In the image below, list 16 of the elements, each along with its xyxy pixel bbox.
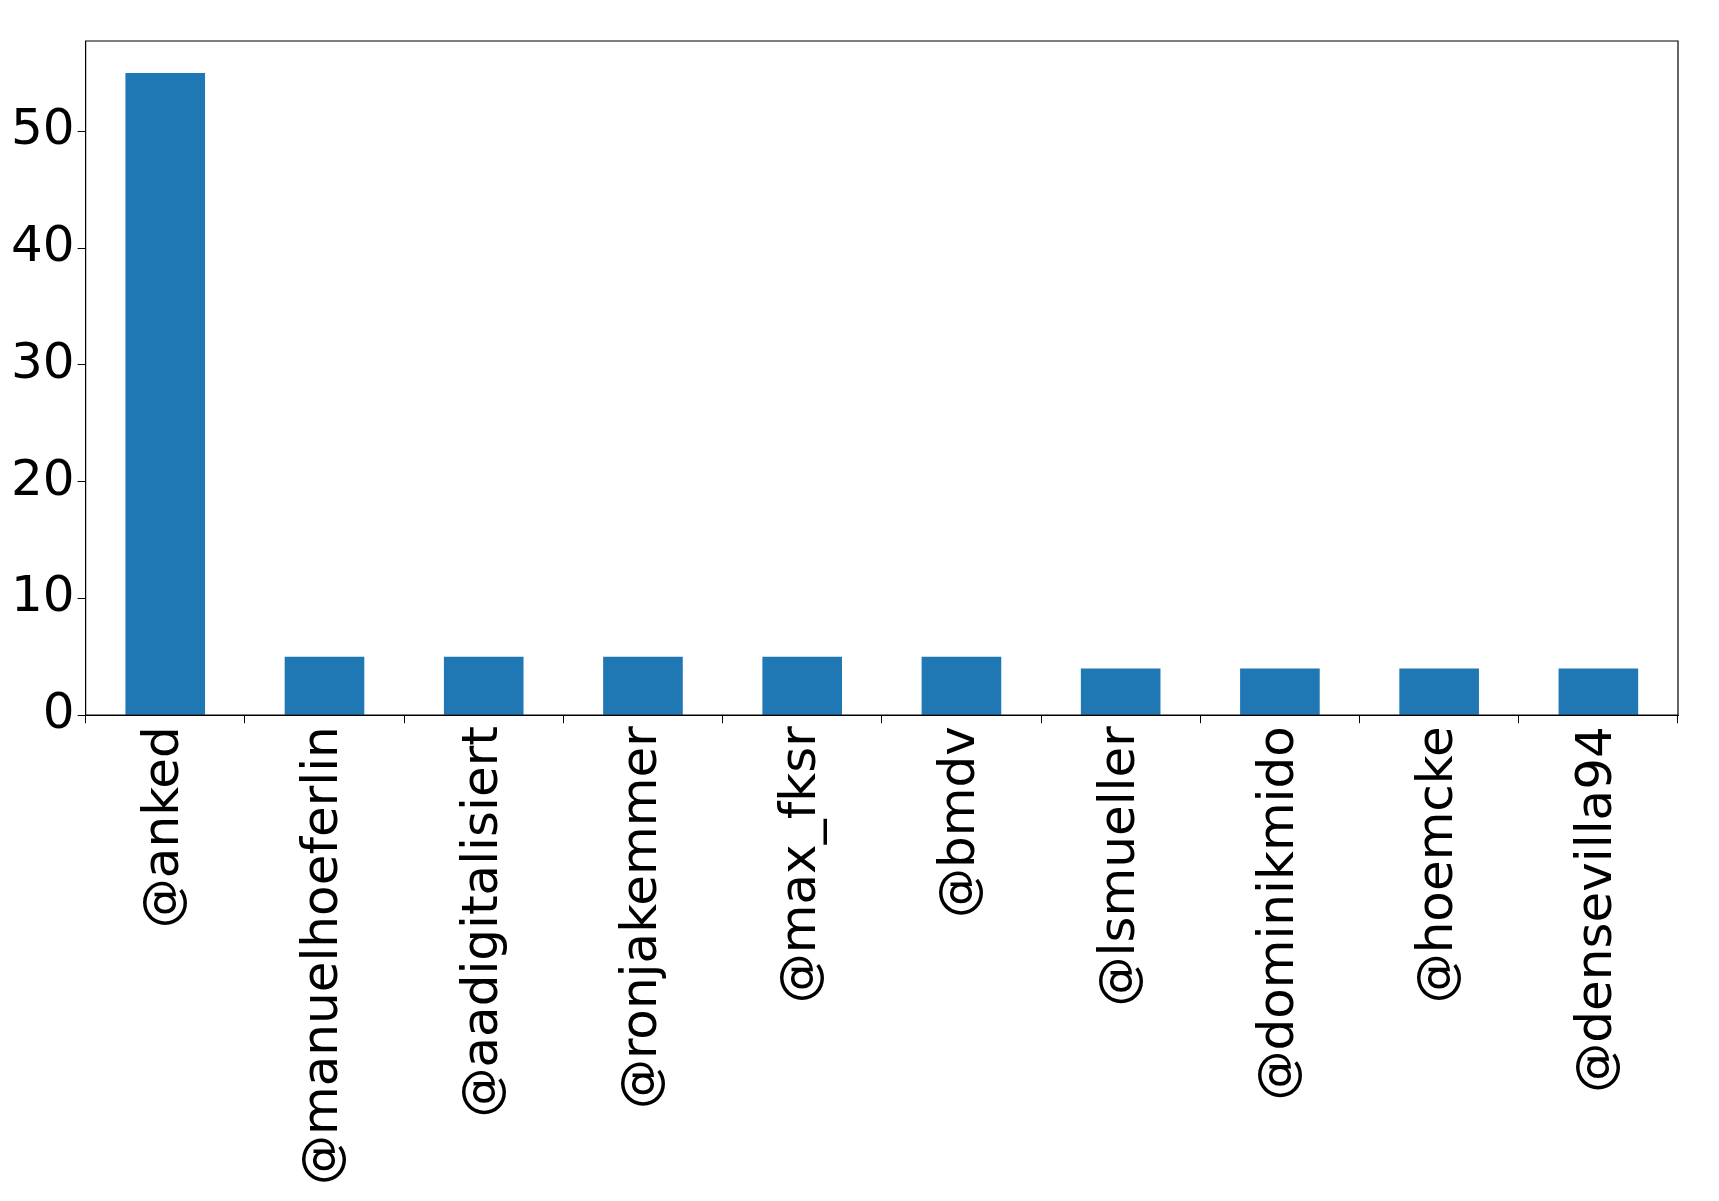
y-tick-label: 20 — [11, 448, 75, 507]
x-tick-label: @anked — [132, 726, 191, 929]
x-tick-label: @hoemcke — [1406, 726, 1465, 1004]
x-tick-label: @max_fksr — [769, 725, 828, 1004]
y-tick-label: 10 — [11, 565, 75, 624]
x-tick-label: @manuelhoeferlin — [291, 726, 350, 1186]
x-tick-label: @bmdv — [928, 726, 987, 918]
x-tick-label: @dominikmido — [1246, 726, 1305, 1101]
y-tick-label: 30 — [11, 331, 75, 390]
x-tick-label: @densevilla94 — [1565, 726, 1624, 1093]
y-tick-label: 0 — [42, 682, 75, 741]
x-tick-label: @aadigitalisiert — [450, 726, 509, 1118]
x-tick-label: @lsmueller — [1087, 725, 1146, 1007]
y-tick-label: 50 — [11, 98, 75, 157]
x-tick-label: @ronjakemmer — [609, 725, 668, 1110]
y-tick-label: 40 — [11, 215, 75, 274]
